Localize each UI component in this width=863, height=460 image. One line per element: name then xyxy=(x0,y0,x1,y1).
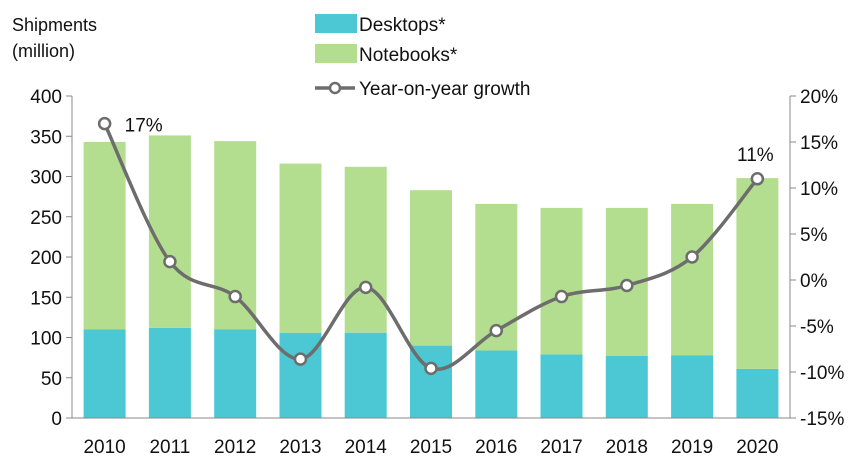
y2-tick-label: 5% xyxy=(800,225,828,246)
y2-tick-label: 20% xyxy=(800,87,838,108)
bar-notebooks-2013 xyxy=(279,163,322,333)
growth-point-2015 xyxy=(424,361,438,376)
bar-desktops-2010 xyxy=(83,329,126,418)
y-tick-label: 350 xyxy=(30,127,62,148)
bar-notebooks-2011 xyxy=(148,135,191,328)
y-tick-label: 0 xyxy=(51,409,62,430)
y-tick-label: 300 xyxy=(30,168,62,189)
x-tick-label: 2012 xyxy=(214,437,256,455)
tick-labels: 0 50 100 150 200 250 300 350 400 -15% -10% -5% 0% 5% 1… xyxy=(30,87,844,458)
bars xyxy=(83,135,779,418)
growth-line xyxy=(103,122,759,372)
legend-marker xyxy=(328,81,342,95)
bar-notebooks-2020 xyxy=(736,178,779,369)
legend-swatch xyxy=(315,14,357,33)
bar-desktops-2020 xyxy=(736,368,779,418)
y-tick-label: 150 xyxy=(30,288,62,309)
y2-tick-label: 0% xyxy=(800,271,828,292)
x-tick-label: 2010 xyxy=(83,437,125,455)
y-axis-title-line-1: Shipments xyxy=(12,15,97,35)
legend-item-0: Desktops* xyxy=(315,14,446,36)
x-tick-label: 2015 xyxy=(410,437,452,455)
y-tick-label: 200 xyxy=(30,248,62,269)
y2-tick-label: -15% xyxy=(800,409,844,430)
bar-desktops-2011 xyxy=(148,327,191,418)
y-axis-title-line-2: (million) xyxy=(12,41,75,61)
x-tick-label: 2017 xyxy=(540,437,582,455)
axes xyxy=(66,95,796,419)
x-tick-label: 2020 xyxy=(736,437,778,455)
y-tick-label: 400 xyxy=(30,87,62,108)
growth-point-2011 xyxy=(163,254,177,269)
y2-tick-label: -10% xyxy=(800,363,844,384)
growth-point-2020 xyxy=(750,172,765,186)
y-tick-label: 250 xyxy=(30,208,62,229)
legend-label: Notebooks* xyxy=(359,45,458,66)
growth-point-2016 xyxy=(489,323,504,338)
legend-swatch xyxy=(315,44,357,63)
legend-item-1: Notebooks* xyxy=(315,44,458,66)
x-tick-label: 2011 xyxy=(149,437,190,455)
legend-label: Desktops* xyxy=(359,15,446,36)
growth-point-2012 xyxy=(228,289,242,304)
bar-notebooks-2015 xyxy=(410,190,452,346)
bar-desktops-2012 xyxy=(214,329,257,418)
bar-desktops-2017 xyxy=(540,354,583,418)
y-tick-label: 100 xyxy=(30,329,62,350)
bar-desktops-2018 xyxy=(605,356,648,418)
growth-point-2018 xyxy=(620,278,634,293)
growth-annotation-2010: 17% xyxy=(125,116,163,137)
bar-desktops-2016 xyxy=(475,350,518,418)
y-axis-title: Shipments (million) xyxy=(12,15,97,61)
x-tick-label: 2013 xyxy=(279,437,321,455)
x-tick-label: 2014 xyxy=(345,437,388,455)
growth-annotation-2020: 11% xyxy=(737,145,774,166)
x-tick-label: 2019 xyxy=(671,437,713,455)
y2-tick-label: 10% xyxy=(800,179,838,200)
growth-point-2010 xyxy=(97,116,112,131)
legend: Desktops* Notebooks* Year-on-year growth xyxy=(315,14,530,100)
growth-point-2017 xyxy=(554,289,569,304)
bar-desktops-2014 xyxy=(344,332,387,418)
y-tick-label: 50 xyxy=(41,369,62,390)
bar-desktops-2019 xyxy=(671,355,714,418)
bar-notebooks-2017 xyxy=(540,207,583,355)
bar-desktops-2013 xyxy=(279,332,322,418)
legend-label: Year-on-year growth xyxy=(359,79,530,100)
y2-tick-label: -5% xyxy=(800,317,834,338)
y2-tick-label: 15% xyxy=(800,133,838,154)
x-tick-label: 2018 xyxy=(606,437,648,455)
growth-line-layer xyxy=(97,116,765,376)
bar-notebooks-2019 xyxy=(671,203,714,356)
bar-notebooks-2010 xyxy=(83,141,126,330)
legend-item-2: Year-on-year growth xyxy=(315,79,530,100)
growth-point-2013 xyxy=(293,352,308,366)
growth-point-2019 xyxy=(685,250,699,264)
x-tick-label: 2016 xyxy=(475,437,517,455)
growth-point-2014 xyxy=(358,280,373,295)
bar-notebooks-2014 xyxy=(344,166,387,333)
